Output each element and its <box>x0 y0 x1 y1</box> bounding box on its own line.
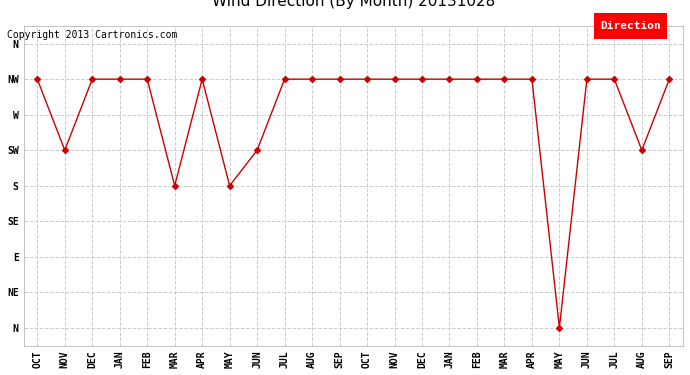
Text: Copyright 2013 Cartronics.com: Copyright 2013 Cartronics.com <box>7 30 177 40</box>
Title: Wind Direction (By Month) 20131028: Wind Direction (By Month) 20131028 <box>212 0 495 9</box>
